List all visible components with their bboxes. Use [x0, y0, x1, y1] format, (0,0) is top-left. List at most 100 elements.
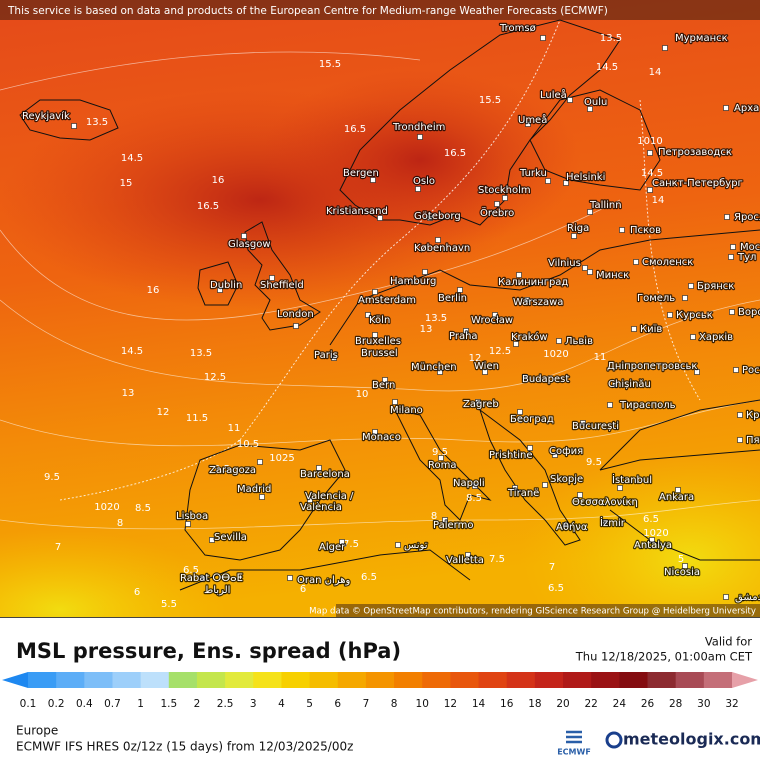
colorbar-segment: [647, 672, 677, 688]
isobar: [0, 199, 621, 321]
city-label: Rabat ⵔⴱⴰⵟ: [180, 573, 243, 584]
contour-label: 6.5: [361, 572, 377, 583]
ecmwf-text: ECMWF: [557, 748, 591, 757]
city-marker: [392, 399, 398, 405]
city-label: Prishtine: [489, 450, 532, 461]
city-marker: [382, 377, 388, 383]
coastline: [184, 439, 346, 561]
city-label: Гомель: [637, 293, 675, 304]
contour-label: 16.5: [197, 201, 219, 212]
city-marker: [482, 369, 488, 375]
city-label: Hamburg: [390, 276, 436, 287]
map: 15.5 13.5 14.5 14 13.5 15.5 16.5 14.5 15 16 16.5 16…: [0, 0, 760, 617]
colorbar-label: 28: [669, 698, 682, 710]
city-label: Арха: [734, 103, 759, 114]
city-label: London: [277, 309, 314, 320]
city-marker: [475, 399, 481, 405]
contour-label: 9.5: [432, 447, 448, 458]
city-marker: [682, 563, 688, 569]
city-marker: [307, 497, 313, 503]
contour-label: 14.5: [121, 153, 143, 164]
coastline: [179, 399, 760, 591]
contour-label: 6: [300, 584, 306, 595]
contour-label: 14.5: [596, 62, 618, 73]
city-marker: [435, 237, 441, 243]
city-marker: [688, 283, 694, 289]
contour-label: 14.5: [121, 346, 143, 357]
city-marker: [472, 483, 478, 489]
city-label: Praha: [449, 331, 478, 342]
contour-label: 11: [594, 352, 607, 363]
city-label: Дніпропетровськ: [607, 360, 697, 372]
city-label: Tromsø: [499, 23, 536, 34]
brand-logo: meteologix.com: [605, 730, 760, 749]
colorbar-segment: [337, 672, 367, 688]
contour-label: 7: [549, 562, 555, 573]
city-marker: [372, 332, 378, 338]
colorbar-label: 2: [194, 698, 201, 710]
city-marker: [417, 134, 423, 140]
colorbar-segment: [506, 672, 536, 688]
city-label: Chișinău: [608, 379, 651, 390]
city-label: Valencia /: [305, 491, 354, 502]
city-label: Тул: [737, 252, 756, 263]
isobar-1020: [59, 439, 241, 501]
city-label: Пяти: [746, 435, 760, 446]
isobar: [0, 51, 421, 91]
colorbar-label: 1: [137, 698, 144, 710]
city-label: Wrocław: [471, 315, 513, 326]
city-marker: [647, 187, 653, 193]
colorbar-segment: [703, 672, 733, 688]
contour-label: 1025: [269, 453, 294, 464]
city-marker: [724, 214, 730, 220]
city-label: Turku: [519, 168, 547, 179]
legend-title: MSL pressure, Ens. spread (hPa): [16, 639, 401, 663]
city-marker: [587, 269, 593, 275]
city-label: Ankara: [659, 492, 694, 503]
city-label: Мурманск: [675, 33, 728, 44]
city-marker: [372, 429, 378, 435]
colorbar-label: 2.5: [217, 698, 234, 710]
city-marker: [269, 275, 275, 281]
city-label: Milano: [390, 405, 423, 416]
colorbar-label: 1.5: [160, 698, 177, 710]
field-low: [520, 450, 760, 617]
isobar: [0, 299, 760, 392]
city-label: Θεσσαλονίκη: [572, 496, 638, 508]
contour-label: 16: [212, 175, 225, 186]
city-marker: [395, 542, 401, 548]
contour-label: 1020: [643, 528, 668, 539]
colorbar-label: 6: [334, 698, 341, 710]
city-label: İstanbul: [612, 473, 652, 486]
city-marker: [372, 289, 378, 295]
city-label: Oulu: [584, 97, 607, 108]
city-label: Glasgow: [228, 239, 271, 250]
city-marker: [516, 272, 522, 278]
city-label: Trondheim: [392, 122, 445, 133]
colorbar-label: 0.1: [20, 698, 37, 710]
city-label: Bergen: [343, 168, 379, 179]
coastline: [19, 99, 119, 141]
ecmwf-icon: [566, 730, 582, 744]
model-run: ECMWF IFS HRES 0z/12z (15 days) from 12/…: [16, 740, 353, 754]
city-label: Bruxelles: [355, 336, 401, 347]
contour-label: 9.5: [214, 464, 230, 475]
city-label: دمشق: [735, 592, 760, 603]
contour-label: 14.5: [641, 168, 663, 179]
contour-label: 16.5: [344, 124, 366, 135]
city-marker: [649, 537, 655, 543]
city-marker: [370, 177, 376, 183]
city-marker: [723, 105, 729, 111]
city-label: Barcelona: [300, 469, 350, 480]
city-label: Brussel: [361, 348, 398, 359]
city-marker: [365, 312, 371, 318]
city-label: Львів: [565, 335, 593, 347]
contour-label: 1020: [543, 349, 568, 360]
colorbar-label: 7: [363, 698, 370, 710]
city-marker: [587, 209, 593, 215]
coastline: [244, 221, 321, 331]
city-marker: [513, 341, 519, 347]
city-label: Wien: [474, 361, 499, 372]
city-label: Sevilla: [214, 532, 247, 543]
